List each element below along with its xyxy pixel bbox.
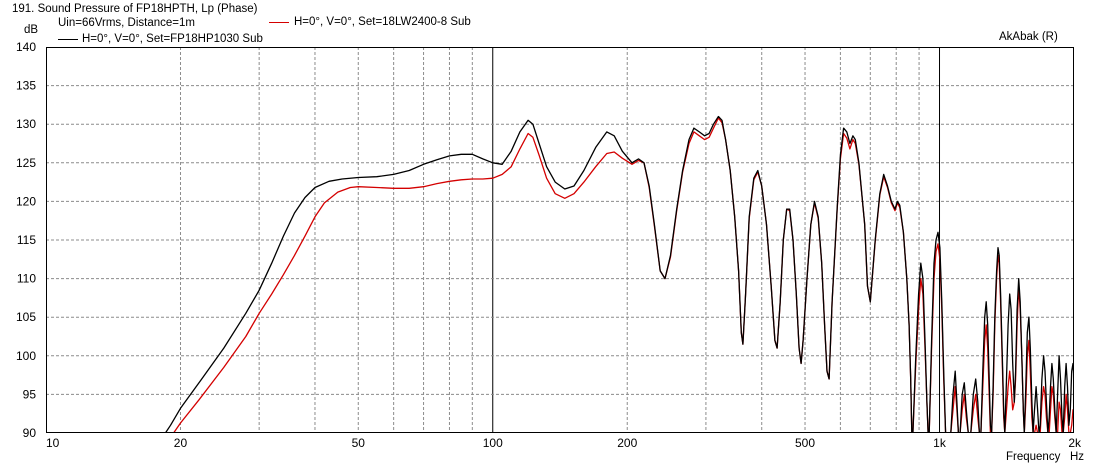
x-axis-name: Frequency (1006, 451, 1061, 463)
y-tick-label: 115 (17, 233, 36, 247)
legend-swatch-black (58, 39, 78, 40)
series-line-black (46, 115, 1074, 433)
x-tick-label: 500 (795, 436, 815, 450)
y-tick-label: 90 (23, 426, 37, 440)
x-tick-label: 10 (46, 436, 60, 450)
y-tick-label: 95 (23, 387, 37, 401)
x-tick-label: 100 (483, 436, 503, 450)
legend-label-red: H=0°, V=0°, Set=18LW2400-8 Sub (294, 16, 471, 28)
plot-frame (46, 47, 1074, 433)
legend-swatch-red (269, 22, 289, 23)
x-tick-label: 50 (352, 436, 366, 450)
y-tick-label: 105 (16, 310, 36, 324)
x-axis: 10 20 50 100 200 500 1k 2k (46, 436, 1082, 450)
x-tick-label: 1k (933, 436, 947, 450)
legend-label-black: H=0°, V=0°, Set=FP18HP1030 Sub (82, 33, 263, 45)
y-tick-label: 110 (17, 272, 36, 286)
akabak-watermark: AkAbak (R) (999, 31, 1058, 43)
y-tick-label: 140 (16, 40, 36, 54)
y-tick-label: 130 (16, 117, 36, 131)
y-axis: 140 135 130 125 120 115 110 105 100 95 90 (16, 40, 36, 440)
y-tick-label: 100 (16, 349, 36, 363)
grid (46, 47, 1074, 433)
y-tick-label: 135 (16, 79, 36, 93)
x-axis-unit: Hz (1070, 451, 1085, 463)
x-tick-label: 2k (1068, 436, 1082, 450)
y-tick-label: 125 (16, 156, 36, 170)
test-conditions: Uin=66Vrms, Distance=1m (58, 17, 195, 29)
y-tick-label: 120 (16, 194, 36, 208)
x-tick-label: 20 (174, 436, 188, 450)
x-tick-label: 200 (617, 436, 637, 450)
y-axis-unit: dB (24, 24, 39, 36)
chart-title: 191. Sound Pressure of FP18HPTH, Lp (Pha… (12, 3, 258, 15)
